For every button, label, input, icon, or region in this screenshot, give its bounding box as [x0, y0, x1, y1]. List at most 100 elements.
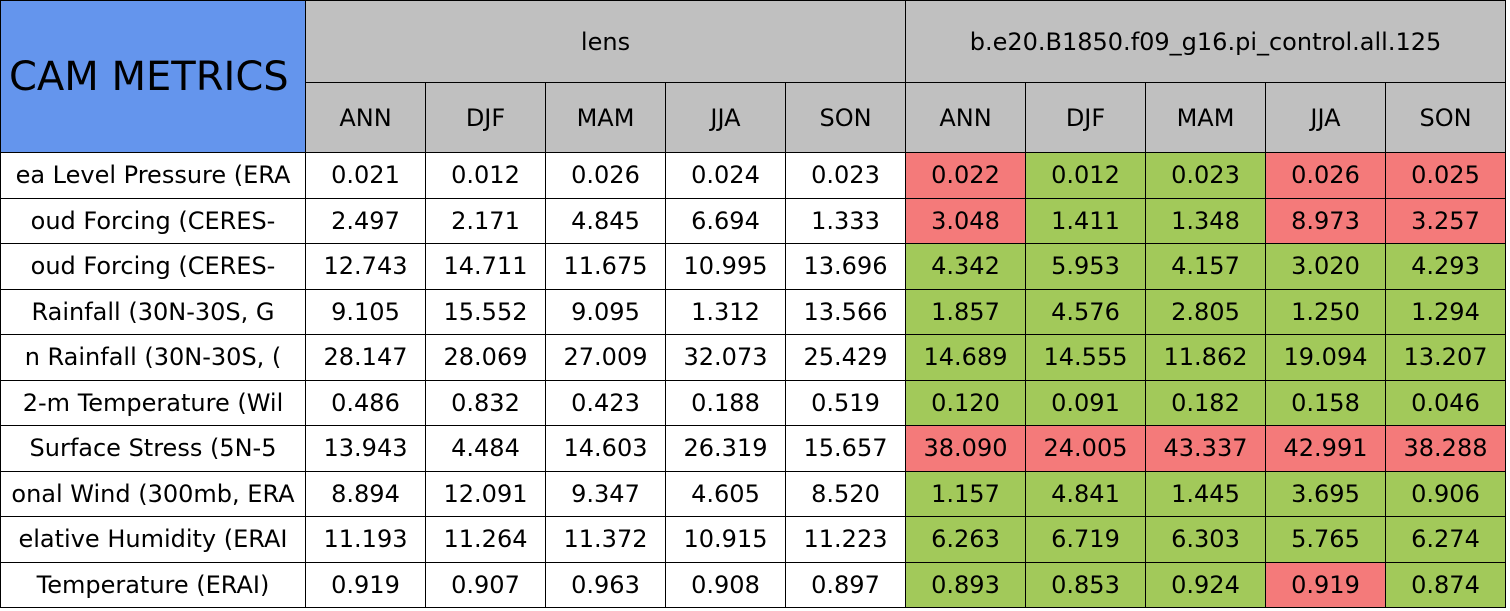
- value-cell: 10.915: [665, 516, 786, 563]
- value-cell: 8.973: [1265, 197, 1386, 244]
- value-cell: 0.012: [1025, 152, 1146, 199]
- value-cell: 1.333: [785, 197, 906, 244]
- value-cell: 1.445: [1145, 470, 1266, 517]
- value-cell: 0.021: [305, 152, 426, 199]
- value-cell: 0.897: [785, 561, 906, 608]
- value-cell: 0.120: [905, 379, 1026, 426]
- value-cell: 0.022: [905, 152, 1026, 199]
- value-cell: 3.695: [1265, 470, 1386, 517]
- value-cell: 26.319: [665, 425, 786, 472]
- value-cell: 4.845: [545, 197, 666, 244]
- row-label: Temperature (ERAI): [0, 561, 306, 608]
- season-header: MAM: [1145, 82, 1266, 153]
- value-cell: 1.348: [1145, 197, 1266, 244]
- value-cell: 6.694: [665, 197, 786, 244]
- value-cell: 6.719: [1025, 516, 1146, 563]
- value-cell: 13.696: [785, 243, 906, 290]
- value-cell: 4.605: [665, 470, 786, 517]
- value-cell: 4.342: [905, 243, 1026, 290]
- value-cell: 6.274: [1385, 516, 1506, 563]
- season-header: DJF: [1025, 82, 1146, 153]
- value-cell: 0.874: [1385, 561, 1506, 608]
- season-header: ANN: [905, 82, 1026, 153]
- value-cell: 28.147: [305, 334, 426, 381]
- season-header: MAM: [545, 82, 666, 153]
- row-label: n Rainfall (30N-30S, (: [0, 334, 306, 381]
- value-cell: 8.520: [785, 470, 906, 517]
- value-cell: 14.711: [425, 243, 546, 290]
- value-cell: 0.182: [1145, 379, 1266, 426]
- value-cell: 14.603: [545, 425, 666, 472]
- value-cell: 15.552: [425, 288, 546, 335]
- value-cell: 27.009: [545, 334, 666, 381]
- value-cell: 3.257: [1385, 197, 1506, 244]
- value-cell: 11.264: [425, 516, 546, 563]
- value-cell: 6.303: [1145, 516, 1266, 563]
- value-cell: 13.943: [305, 425, 426, 472]
- value-cell: 14.689: [905, 334, 1026, 381]
- value-cell: 0.519: [785, 379, 906, 426]
- row-label: oud Forcing (CERES-: [0, 197, 306, 244]
- value-cell: 11.862: [1145, 334, 1266, 381]
- season-header: JJA: [665, 82, 786, 153]
- value-cell: 11.675: [545, 243, 666, 290]
- season-header: JJA: [1265, 82, 1386, 153]
- row-label: Surface Stress (5N-5: [0, 425, 306, 472]
- value-cell: 11.223: [785, 516, 906, 563]
- title-cell: CAM METRICS: [0, 0, 306, 153]
- value-cell: 25.429: [785, 334, 906, 381]
- season-header: ANN: [305, 82, 426, 153]
- value-cell: 4.293: [1385, 243, 1506, 290]
- value-cell: 0.026: [1265, 152, 1386, 199]
- value-cell: 0.908: [665, 561, 786, 608]
- row-label: onal Wind (300mb, ERA: [0, 470, 306, 517]
- value-cell: 1.411: [1025, 197, 1146, 244]
- value-cell: 9.347: [545, 470, 666, 517]
- value-cell: 11.193: [305, 516, 426, 563]
- value-cell: 4.157: [1145, 243, 1266, 290]
- group-header: b.e20.B1850.f09_g16.pi_control.all.125: [905, 0, 1506, 83]
- value-cell: 0.832: [425, 379, 546, 426]
- value-cell: 4.576: [1025, 288, 1146, 335]
- value-cell: 0.893: [905, 561, 1026, 608]
- row-label: oud Forcing (CERES-: [0, 243, 306, 290]
- value-cell: 4.484: [425, 425, 546, 472]
- value-cell: 0.906: [1385, 470, 1506, 517]
- value-cell: 4.841: [1025, 470, 1146, 517]
- season-header: SON: [1385, 82, 1506, 153]
- value-cell: 9.105: [305, 288, 426, 335]
- season-header: SON: [785, 82, 906, 153]
- value-cell: 1.857: [905, 288, 1026, 335]
- value-cell: 1.312: [665, 288, 786, 335]
- value-cell: 12.091: [425, 470, 546, 517]
- value-cell: 0.023: [1145, 152, 1266, 199]
- value-cell: 32.073: [665, 334, 786, 381]
- value-cell: 15.657: [785, 425, 906, 472]
- row-label: 2-m Temperature (Wil: [0, 379, 306, 426]
- value-cell: 14.555: [1025, 334, 1146, 381]
- value-cell: 42.991: [1265, 425, 1386, 472]
- row-label: ea Level Pressure (ERA: [0, 152, 306, 199]
- row-label: elative Humidity (ERAI: [0, 516, 306, 563]
- value-cell: 0.486: [305, 379, 426, 426]
- value-cell: 24.005: [1025, 425, 1146, 472]
- value-cell: 38.090: [905, 425, 1026, 472]
- value-cell: 2.805: [1145, 288, 1266, 335]
- value-cell: 0.919: [1265, 561, 1386, 608]
- value-cell: 1.250: [1265, 288, 1386, 335]
- value-cell: 0.025: [1385, 152, 1506, 199]
- value-cell: 2.171: [425, 197, 546, 244]
- value-cell: 12.743: [305, 243, 426, 290]
- value-cell: 3.020: [1265, 243, 1386, 290]
- value-cell: 0.158: [1265, 379, 1386, 426]
- value-cell: 5.765: [1265, 516, 1386, 563]
- value-cell: 2.497: [305, 197, 426, 244]
- group-header: lens: [305, 0, 906, 83]
- value-cell: 8.894: [305, 470, 426, 517]
- value-cell: 0.423: [545, 379, 666, 426]
- value-cell: 1.157: [905, 470, 1026, 517]
- season-header: DJF: [425, 82, 546, 153]
- value-cell: 0.026: [545, 152, 666, 199]
- value-cell: 0.023: [785, 152, 906, 199]
